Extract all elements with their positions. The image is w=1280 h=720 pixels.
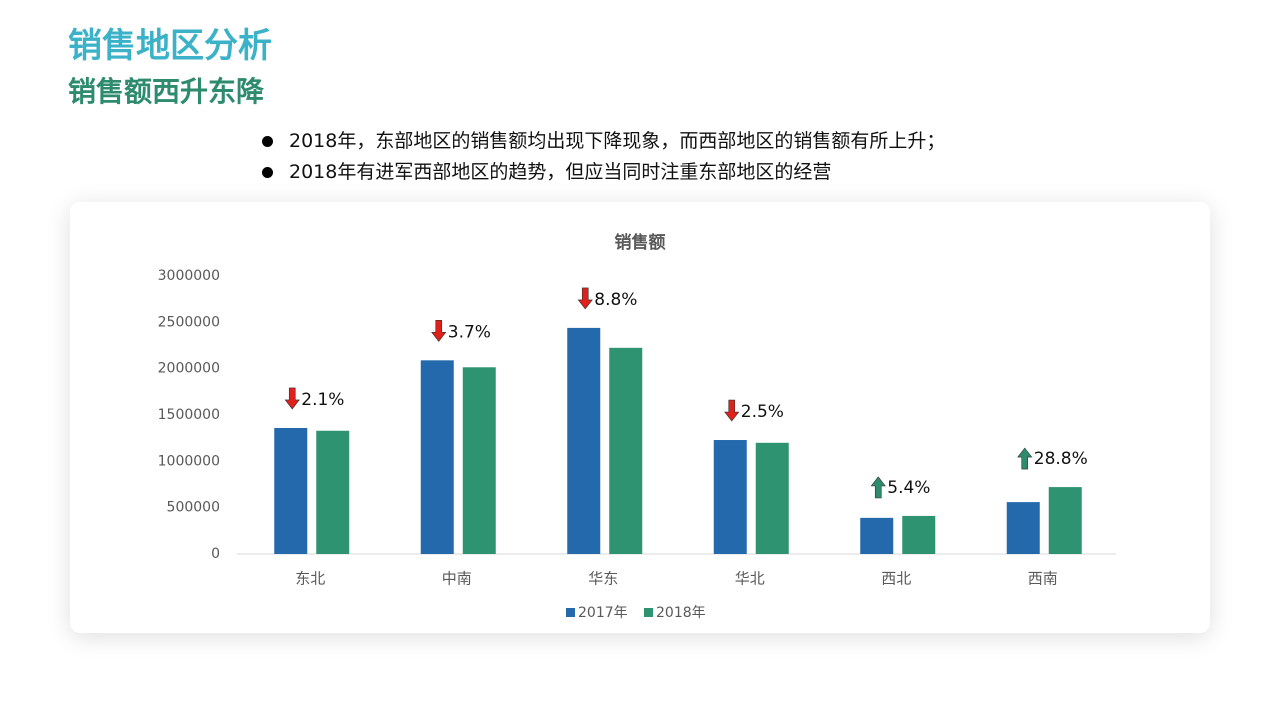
bar <box>713 440 747 554</box>
annotation: 8.8% <box>594 290 637 310</box>
legend-swatch <box>566 608 575 617</box>
trend-arrow <box>431 320 447 342</box>
y-tick-label: 3000000 <box>158 268 220 284</box>
y-tick-label: 2000000 <box>158 361 220 377</box>
y-tick-label: 1000000 <box>158 453 220 469</box>
bar <box>755 442 789 554</box>
x-tick-label: 华东 <box>588 570 618 588</box>
y-tick-label: 0 <box>211 546 220 562</box>
bar <box>609 347 643 554</box>
legend-label: 2018年 <box>656 605 706 621</box>
x-tick-label: 西南 <box>1028 570 1058 588</box>
bar <box>567 327 601 554</box>
annotation: 2.5% <box>741 402 784 422</box>
legend-label: 2017年 <box>578 605 628 621</box>
trend-arrow <box>577 287 593 310</box>
trend-arrow <box>870 476 886 499</box>
bar <box>1006 502 1040 554</box>
bullet: 2018年有进军西部地区的趋势，但应当同时注重东部地区的经营 <box>258 157 945 188</box>
bar <box>316 430 350 554</box>
x-tick-label: 东北 <box>295 570 325 588</box>
annotation: 3.7% <box>448 322 491 342</box>
y-tick-label: 2500000 <box>158 314 220 330</box>
annotation: 2.1% <box>301 390 344 410</box>
trend-arrow <box>724 399 740 422</box>
y-tick-label: 1500000 <box>158 407 220 423</box>
page-title: 销售地区分析 <box>68 26 272 66</box>
annotation: 5.4% <box>887 478 930 498</box>
bar <box>420 360 454 554</box>
x-tick-label: 华北 <box>735 570 765 588</box>
trend-arrow <box>284 387 300 410</box>
legend-swatch <box>644 608 653 617</box>
annotation: 28.8% <box>1034 449 1088 469</box>
bar <box>462 367 496 554</box>
bullet-list: 2018年，东部地区的销售额均出现下降现象，而西部地区的销售额有所上升； 201… <box>258 126 945 188</box>
bar <box>274 427 308 554</box>
bar <box>860 517 894 554</box>
page-subtitle: 销售额西升东降 <box>68 75 265 108</box>
x-tick-label: 西北 <box>881 570 911 588</box>
bullet: 2018年，东部地区的销售额均出现下降现象，而西部地区的销售额有所上升； <box>258 126 945 157</box>
y-tick-label: 500000 <box>167 500 220 516</box>
chart-title: 销售额 <box>615 232 666 253</box>
x-tick-label: 中南 <box>442 570 472 588</box>
bar <box>1048 487 1082 554</box>
bar <box>902 515 936 554</box>
trend-arrow <box>1017 447 1033 470</box>
